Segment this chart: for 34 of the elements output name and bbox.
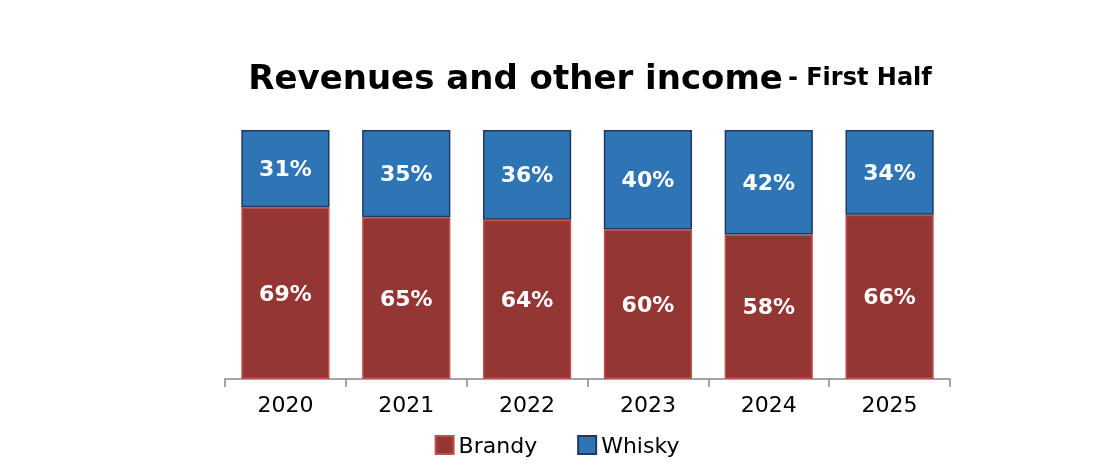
x-tick-label: 2020: [257, 391, 314, 417]
chart-title: Revenues and other income: [248, 57, 783, 97]
data-label: 35%: [379, 161, 433, 187]
bar: [362, 217, 451, 379]
x-tick-label: 2025: [861, 391, 918, 417]
x-tick-label: 2023: [619, 391, 676, 417]
data-label: 40%: [621, 167, 675, 193]
bar: [362, 130, 451, 218]
bar: [603, 229, 693, 379]
data-label: 34%: [863, 159, 916, 185]
data-label: 64%: [500, 286, 554, 312]
x-tick-label: 2024: [740, 391, 797, 417]
data-label: 31%: [259, 156, 312, 182]
legend-label: Whisky: [601, 432, 680, 458]
data-label: 36%: [500, 162, 554, 188]
chart-subtitle: - First Half: [787, 63, 933, 91]
bar: [603, 130, 693, 230]
bar: [241, 130, 330, 208]
bar: [845, 130, 934, 215]
bar: [482, 219, 572, 379]
legend-label: Brandy: [458, 432, 538, 458]
bar: [724, 130, 813, 235]
bar: [724, 234, 813, 379]
bar: [845, 214, 934, 379]
data-label: 60%: [621, 291, 675, 317]
x-tick-label: 2021: [378, 391, 435, 417]
data-label: 65%: [379, 285, 433, 311]
bar: [241, 207, 330, 379]
bar: [482, 130, 572, 220]
data-label: 69%: [259, 280, 312, 306]
data-label: 66%: [863, 284, 916, 310]
x-tick-label: 2022: [499, 391, 556, 417]
data-label: 42%: [742, 169, 796, 195]
data-label: 58%: [742, 294, 796, 320]
